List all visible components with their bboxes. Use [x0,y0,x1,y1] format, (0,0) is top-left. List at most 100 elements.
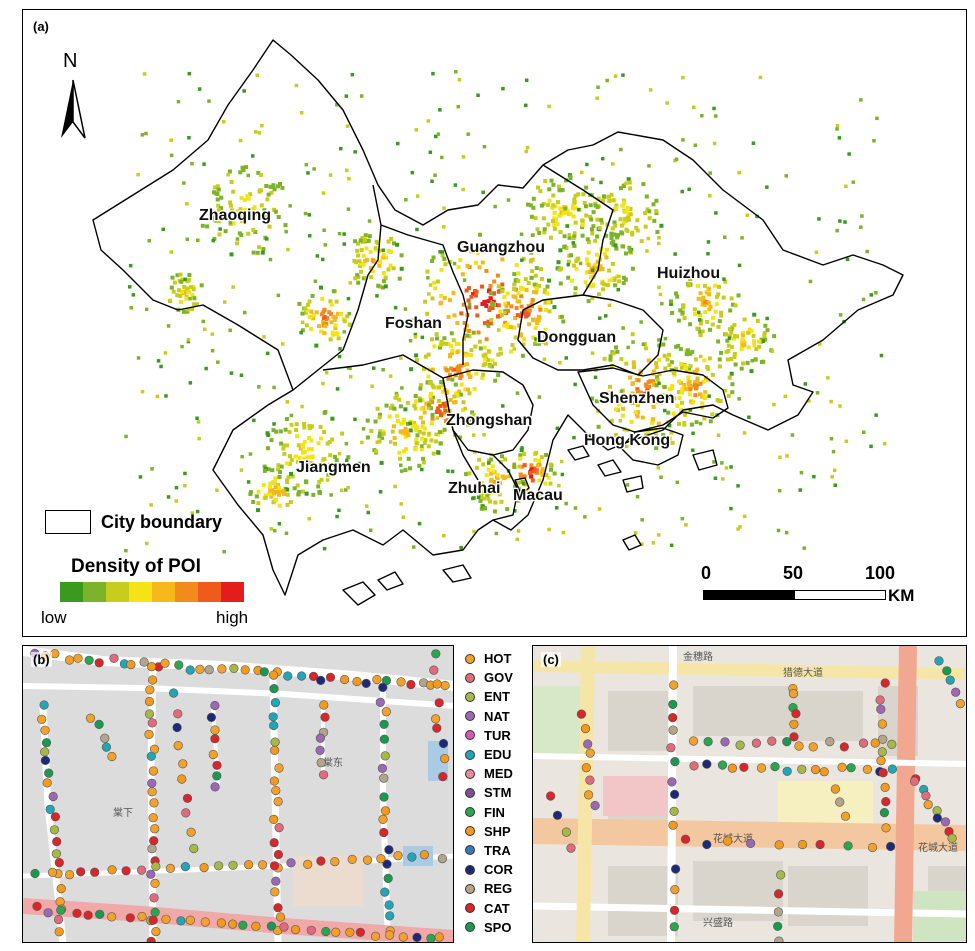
poi-point [375,697,385,707]
density-cell [172,280,177,285]
density-cell [495,477,500,482]
density-cell [580,218,585,223]
density-cell [174,499,178,503]
density-cell [593,238,598,243]
density-cell [360,236,365,240]
density-cell [373,259,378,264]
north-letter: N [63,50,78,72]
density-cell [388,406,393,411]
density-cell [754,347,759,351]
density-cell [195,509,200,514]
density-cell [462,362,467,367]
density-cell [583,280,588,285]
density-cell [516,271,521,276]
density-cell [312,167,316,171]
density-cell [650,379,655,384]
density-cell [487,461,491,465]
poi-point [670,789,680,799]
density-cell [302,450,307,454]
density-cell [636,410,641,415]
density-cell [675,294,680,299]
density-cell [215,192,220,196]
density-cell [197,436,201,441]
density-cell [289,471,293,476]
density-cell [240,218,244,223]
density-cell [614,203,619,208]
density-cell [386,267,391,272]
density-cell [475,251,480,256]
density-cell [453,400,458,404]
density-cell [534,290,539,295]
density-cell [309,461,314,466]
density-cell [428,406,433,411]
density-cell [353,276,358,281]
density-cell [394,391,399,396]
density-cell [482,145,487,149]
density-cell [708,327,712,332]
density-cell [538,189,543,194]
density-cell [838,404,842,408]
density-cell [874,291,878,295]
density-cell [283,223,288,228]
density-cell [453,382,458,387]
poi-point [144,729,154,739]
density-cell [474,305,479,310]
density-cell [588,203,593,208]
panel-c-road-label-3: 花城大道 [713,832,753,845]
density-cell [670,399,674,403]
density-cell [388,263,393,268]
density-cell [753,357,758,362]
density-cell [564,356,568,360]
density-cell [572,201,577,205]
density-cell [704,290,709,295]
density-cell [305,455,310,460]
city-label-dongguan: Dongguan [537,329,616,346]
poi-point [150,878,160,888]
density-cell [210,348,215,353]
density-cell [543,308,548,312]
density-swatch-3 [129,582,152,602]
density-cell [467,375,472,379]
density-cell [490,464,495,469]
density-cell [520,464,525,469]
poi-point [121,866,131,876]
density-cell [556,200,560,205]
boundary-zhaoqing-foshan [292,184,382,391]
density-cell [202,162,206,166]
density-cell [486,358,491,363]
poi-legend-label: EDU [484,747,512,763]
density-cell [559,459,564,464]
poi-point [347,854,357,864]
density-cell [639,320,643,324]
density-cell [467,334,472,339]
density-cell [733,303,738,308]
density-cell [268,184,273,189]
density-cell [503,320,508,325]
density-cell [684,352,689,357]
density-cell [248,490,253,494]
density-cell [140,389,145,394]
density-cell [418,386,423,391]
density-cell [227,169,232,174]
density-cell [747,415,751,419]
density-cell [569,278,574,283]
density-cell [276,486,281,490]
density-cell [595,259,600,264]
density-cell [624,361,629,366]
city-label-foshan: Foshan [385,315,442,332]
density-cell [339,488,344,493]
density-cell [263,495,268,500]
density-cell [727,375,732,380]
density-cell [513,316,518,320]
density-cell [550,205,555,210]
density-cell [623,216,628,221]
density-cell [553,204,558,209]
density-cell [449,331,454,336]
density-cell [713,283,718,288]
density-cell [693,143,698,147]
density-cell [724,332,729,337]
density-cell [531,318,536,323]
density-cell [267,491,272,496]
density-cell [569,253,574,258]
density-cell [443,262,448,267]
